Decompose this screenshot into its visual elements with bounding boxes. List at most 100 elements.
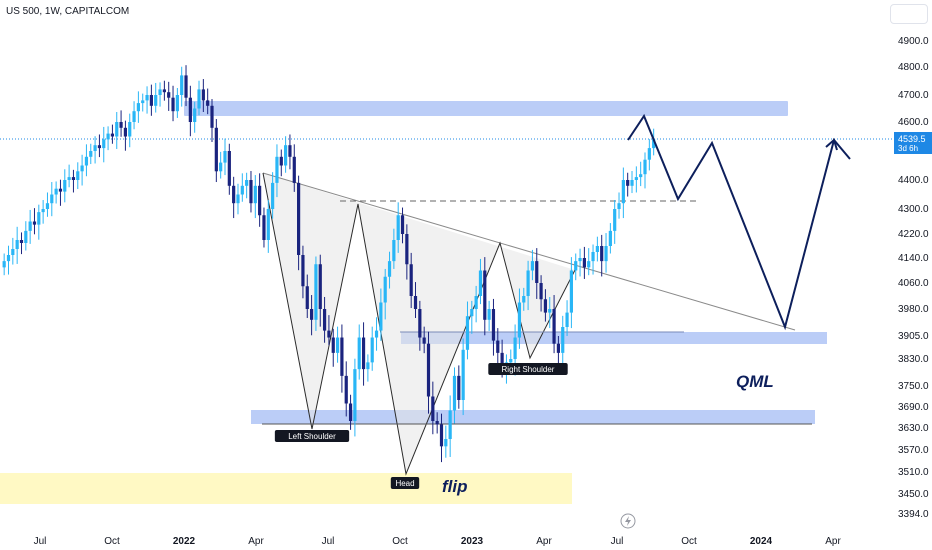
y-axis-tick-label: 4700.0 bbox=[898, 90, 929, 101]
candle-body bbox=[102, 139, 106, 149]
chart-title: US 500, 1W, CAPITALCOM bbox=[6, 6, 130, 17]
support-zone bbox=[251, 410, 815, 424]
y-axis-tick-label: 3905.0 bbox=[898, 331, 929, 342]
candle-body bbox=[37, 212, 41, 225]
x-axis-tick-label: 2024 bbox=[750, 536, 773, 547]
candle-body bbox=[136, 103, 140, 112]
candle-body bbox=[348, 403, 353, 421]
candle-body bbox=[167, 92, 171, 98]
candle-body bbox=[67, 177, 71, 180]
candle-body bbox=[465, 316, 470, 350]
candle-body bbox=[344, 375, 348, 404]
x-axis-tick-label: Jul bbox=[34, 536, 47, 547]
candle-body bbox=[353, 369, 357, 421]
left-shoulder-label: Left Shoulder bbox=[288, 432, 336, 441]
candle-body bbox=[526, 270, 530, 296]
candle-body bbox=[478, 270, 483, 296]
candle-body bbox=[266, 209, 270, 240]
candle-body bbox=[513, 337, 517, 359]
candle-body bbox=[543, 299, 548, 313]
candle-body bbox=[604, 246, 608, 262]
candle-body bbox=[279, 156, 283, 166]
candle-body bbox=[483, 270, 487, 320]
chart-control-box[interactable] bbox=[890, 4, 928, 24]
candle-body bbox=[474, 296, 478, 309]
candle-body bbox=[418, 309, 422, 338]
candle-body bbox=[552, 309, 556, 344]
projection-path bbox=[627, 113, 851, 331]
candle-body bbox=[530, 261, 535, 271]
right-shoulder-label-bg bbox=[488, 363, 568, 375]
candle-body bbox=[258, 185, 262, 216]
candle-body bbox=[413, 296, 418, 309]
candle-body bbox=[457, 375, 461, 400]
candle-body bbox=[587, 261, 591, 268]
x-axis-tick-label: Apr bbox=[825, 536, 841, 547]
candle-body bbox=[314, 264, 318, 320]
candle-body bbox=[461, 349, 465, 400]
y-axis-tick-label: 3980.0 bbox=[898, 304, 929, 315]
left-shoulder-label-bg bbox=[274, 430, 350, 442]
candle-body bbox=[6, 255, 11, 262]
price-badge-countdown: 3d 6h bbox=[898, 144, 918, 153]
candle-body bbox=[227, 151, 231, 186]
candle-body bbox=[184, 75, 188, 98]
candle-body bbox=[271, 182, 275, 209]
candle-body bbox=[309, 309, 314, 320]
candle-body bbox=[379, 302, 383, 331]
candle-body bbox=[19, 240, 24, 243]
candle-body bbox=[327, 330, 331, 338]
y-axis-tick-label: 3570.0 bbox=[898, 445, 929, 456]
head-shoulders-outline bbox=[262, 172, 576, 476]
candle-body bbox=[123, 127, 128, 137]
qml-zone bbox=[401, 332, 827, 344]
price-badge-value: 4539.5 bbox=[898, 134, 926, 144]
y-axis-tick-label: 4140.0 bbox=[898, 253, 929, 264]
candle-body bbox=[396, 215, 400, 240]
candle-body bbox=[275, 156, 279, 183]
x-axis-tick-label: Apr bbox=[248, 536, 264, 547]
candle-body bbox=[600, 246, 604, 262]
candle-body bbox=[236, 194, 240, 204]
candle-body bbox=[305, 286, 309, 309]
candle-body bbox=[439, 424, 444, 447]
candle-body bbox=[210, 105, 214, 128]
y-axis-tick-label: 3394.0 bbox=[898, 509, 929, 520]
candle-body bbox=[634, 177, 638, 180]
candle-body bbox=[245, 180, 249, 186]
candle-body bbox=[574, 261, 578, 271]
flip-zone bbox=[0, 473, 572, 504]
candle-body bbox=[175, 95, 179, 112]
x-axis-tick-label: Jul bbox=[611, 536, 624, 547]
candle-body bbox=[171, 97, 175, 112]
candle-body bbox=[223, 151, 227, 163]
candle-body bbox=[539, 283, 543, 300]
y-axis-tick-label: 3750.0 bbox=[898, 381, 929, 392]
y-axis-tick-label: 4600.0 bbox=[898, 117, 929, 128]
candle-body bbox=[145, 95, 149, 101]
candle-body bbox=[621, 180, 625, 204]
candle-body bbox=[58, 188, 63, 192]
y-axis-tick-label: 4220.0 bbox=[898, 229, 929, 240]
y-axis-tick-label: 3690.0 bbox=[898, 402, 929, 413]
candle-body bbox=[63, 180, 67, 192]
x-axis-tick-label: 2022 bbox=[173, 536, 196, 547]
candle-body bbox=[11, 249, 15, 255]
candle-body bbox=[214, 127, 218, 172]
candle-body bbox=[409, 264, 413, 296]
candle-body bbox=[431, 396, 435, 421]
lightning-icon-glyph bbox=[625, 516, 631, 526]
candle-body bbox=[595, 246, 599, 252]
candle-body bbox=[565, 312, 569, 327]
x-axis-tick-label: Oct bbox=[392, 536, 408, 547]
candle-body bbox=[71, 177, 76, 180]
candle-body bbox=[41, 209, 45, 213]
candle-body bbox=[219, 162, 223, 172]
candle-body bbox=[400, 215, 405, 234]
y-axis-tick-label: 4300.0 bbox=[898, 204, 929, 215]
y-axis-tick-label: 4060.0 bbox=[898, 278, 929, 289]
candle-body bbox=[292, 156, 296, 183]
candle-body bbox=[193, 108, 197, 122]
candle-body bbox=[383, 276, 387, 303]
candle-body bbox=[45, 203, 50, 209]
